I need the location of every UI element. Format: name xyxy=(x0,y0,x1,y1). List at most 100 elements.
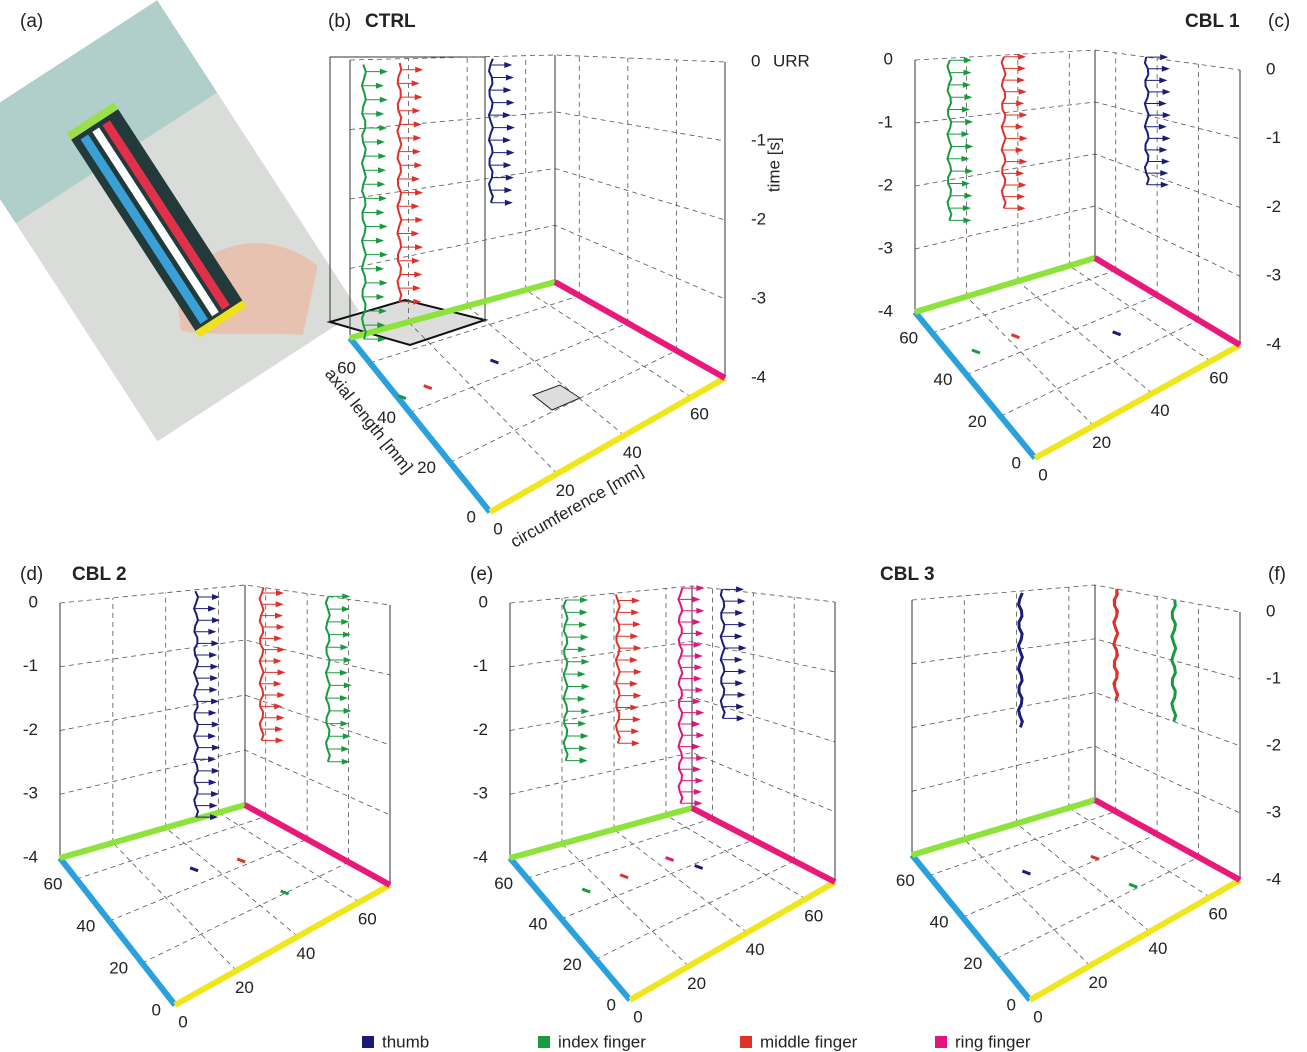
back-right-edge xyxy=(245,805,390,885)
arrow-head xyxy=(376,111,384,117)
floor-projection-sketch xyxy=(1011,335,1019,338)
axial-tick-label: 60 xyxy=(896,871,915,890)
arrow-head xyxy=(963,217,971,223)
arrow-head xyxy=(581,708,589,714)
wall-grid-line xyxy=(510,753,835,813)
circumference-tick-label: 40 xyxy=(1149,939,1168,958)
time-tick-label: -2 xyxy=(23,720,38,739)
arrow-head xyxy=(208,733,216,739)
wall-grid-line xyxy=(912,693,1240,747)
arrow-head xyxy=(340,695,348,701)
wall-grid-line xyxy=(60,750,390,815)
arrow-head xyxy=(631,728,639,734)
arrow-head xyxy=(412,108,420,114)
axial-tick-label: 40 xyxy=(934,370,953,389)
legend-label: middle finger xyxy=(760,1032,858,1051)
arrow-head xyxy=(380,252,388,258)
arrow-head xyxy=(738,692,746,698)
arrow-head xyxy=(506,175,514,181)
time-tick-label: -2 xyxy=(1266,735,1281,754)
trajectory-sketch xyxy=(362,65,366,340)
arrow-head xyxy=(737,715,745,721)
time-tick-label: 0 xyxy=(1266,59,1275,78)
arrow-head xyxy=(415,217,423,223)
arrow-head xyxy=(694,789,702,795)
arrow-head xyxy=(376,209,384,215)
floor-grid-line xyxy=(109,839,307,921)
figure: (a)(b)CTRL020406002040600-1-2-3-4URRtime… xyxy=(0,0,1307,1052)
photo xyxy=(0,0,359,441)
arrow-head xyxy=(1019,159,1027,165)
wall-grid-line xyxy=(915,258,1240,345)
arrow-head xyxy=(1019,112,1027,118)
time-tick-label: -4 xyxy=(1266,334,1281,353)
wall-grid-line xyxy=(60,585,390,605)
panel-label: (b) xyxy=(328,11,351,32)
time-tick-label: -1 xyxy=(878,112,893,131)
arrow-head xyxy=(412,258,420,264)
floor-projection-sketch xyxy=(281,891,289,894)
arrow-head xyxy=(412,176,420,182)
arrow-head xyxy=(696,630,704,636)
axial-tick-label: 40 xyxy=(76,916,95,935)
trajectory-sketch xyxy=(1172,600,1176,722)
legend-label: ring finger xyxy=(955,1032,1031,1051)
time-tick-label: -2 xyxy=(751,209,766,228)
arrow-head xyxy=(411,231,419,237)
arrow-head xyxy=(208,756,216,762)
arrow-head xyxy=(693,766,701,772)
wall-grid-line xyxy=(912,585,1240,612)
arrow-head xyxy=(210,803,218,809)
time-tick-label: -2 xyxy=(878,175,893,194)
arrow-head xyxy=(965,119,973,125)
arrow-head xyxy=(344,708,352,714)
legend-swatch xyxy=(935,1036,947,1048)
arrow-head xyxy=(738,668,746,674)
arrow-head xyxy=(1020,135,1028,141)
arrow-head xyxy=(1160,170,1168,176)
arrow-head xyxy=(965,143,973,149)
arrow-head xyxy=(414,121,422,127)
time-tick-label: 0 xyxy=(884,49,893,68)
axial-tick-label: 0 xyxy=(467,507,476,526)
arrow-head xyxy=(580,609,588,615)
arrow-head xyxy=(415,244,423,250)
panel-label: (e) xyxy=(470,564,493,585)
arrow-head xyxy=(276,737,284,743)
arrow-head xyxy=(504,187,512,193)
arrow-head xyxy=(696,585,704,591)
arrow-head xyxy=(343,632,351,638)
circumference-tick-label: 0 xyxy=(633,1007,642,1026)
arrow-head xyxy=(738,598,746,604)
floor-grid-line xyxy=(166,828,298,937)
panel-label: (a) xyxy=(20,11,43,32)
floor-grid-line xyxy=(409,322,558,474)
arrow-head xyxy=(506,75,514,81)
arrow-head xyxy=(414,271,422,277)
time-tick-label: -3 xyxy=(878,238,893,257)
arrow-head xyxy=(504,62,512,68)
arrow-head xyxy=(736,704,744,710)
arrow-head xyxy=(344,682,352,688)
circumference-tick-label: 60 xyxy=(804,906,823,925)
arrow-head xyxy=(1019,182,1027,188)
time-tick-label: -1 xyxy=(1266,668,1281,687)
axial-tick-label: 60 xyxy=(44,874,63,893)
axial-tick-label: 20 xyxy=(963,954,982,973)
floor-projection-sketch xyxy=(582,889,590,892)
arrow-head xyxy=(1163,112,1171,118)
time-tick-label: 0 xyxy=(479,592,488,611)
arrow-head xyxy=(1016,147,1024,153)
arrow-head xyxy=(379,125,387,131)
floor-grid-line xyxy=(561,840,753,919)
arrow-head xyxy=(696,608,704,614)
arrow-head xyxy=(376,266,384,272)
arrow-head xyxy=(735,680,743,686)
axial-tick-label: 60 xyxy=(494,874,513,893)
axial-tick-label: 20 xyxy=(109,958,128,977)
arrow-head xyxy=(736,586,744,592)
axial-tick-label: 20 xyxy=(968,412,987,431)
circumference-tick-label: 60 xyxy=(1209,905,1228,924)
arrow-head xyxy=(634,645,642,651)
arrow-head xyxy=(378,167,386,173)
